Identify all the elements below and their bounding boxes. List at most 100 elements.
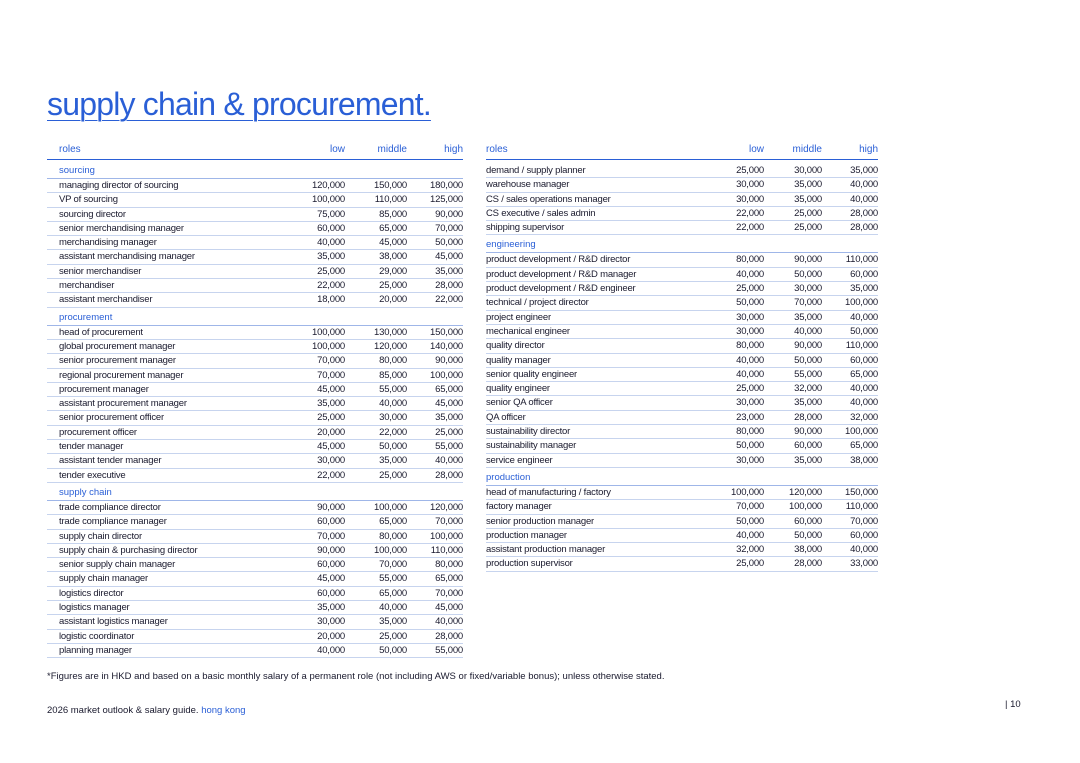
role-cell: mechanical engineer [486,325,570,337]
high-cell: 28,000 [850,207,878,219]
middle-cell: 28,000 [794,411,822,423]
role-cell: logistics director [59,587,124,599]
high-cell: 45,000 [435,602,463,614]
role-cell: senior quality engineer [486,368,577,380]
role-cell: head of procurement [59,326,143,338]
middle-cell: 65,000 [379,516,407,528]
low-cell: 35,000 [317,602,345,614]
high-cell: 140,000 [430,340,463,352]
high-cell: 28,000 [435,630,463,642]
high-cell: 22,000 [435,294,463,306]
header-middle: middle [377,143,407,155]
table-row: senior procurement manager 70,000 80,000 90… [47,354,463,369]
table-row: supply chain & purchasing director 90,000… [47,544,463,559]
high-cell: 65,000 [435,573,463,585]
middle-cell: 25,000 [379,630,407,642]
middle-cell: 100,000 [374,544,407,556]
table-row: merchandiser 22,000 25,000 28,000 [47,279,463,294]
role-cell: technical / project director [486,297,589,309]
low-cell: 35,000 [317,251,345,263]
low-cell: 40,000 [736,268,764,280]
middle-cell: 65,000 [379,222,407,234]
table-row: trade compliance director 90,000 100,000 12… [47,501,463,516]
role-cell: assistant production manager [486,544,606,556]
high-cell: 65,000 [850,368,878,380]
middle-cell: 50,000 [794,354,822,366]
high-cell: 80,000 [435,559,463,571]
table-row: shipping supervisor 22,000 25,000 28,000 [486,221,878,236]
high-cell: 40,000 [435,455,463,467]
role-cell: sustainability manager [486,440,577,452]
role-cell: regional procurement manager [59,369,184,381]
high-cell: 50,000 [435,237,463,249]
high-cell: 150,000 [430,326,463,338]
middle-cell: 100,000 [789,501,822,513]
high-cell: 180,000 [430,180,463,191]
table-row: logistic coordinator 20,000 25,000 28,000 [47,630,463,644]
role-cell: tender manager [59,441,124,453]
middle-cell: 40,000 [794,325,822,337]
high-cell: 55,000 [435,441,463,453]
role-cell: assistant merchandising manager [59,251,195,263]
table-row: project engineer 30,000 35,000 40,000 [486,311,878,325]
low-cell: 25,000 [317,265,345,277]
middle-cell: 25,000 [379,280,407,292]
low-cell: 40,000 [736,354,764,366]
low-cell: 70,000 [736,501,764,513]
high-cell: 110,000 [845,254,878,266]
middle-cell: 55,000 [794,368,822,380]
section-heading: supply chain [47,486,463,501]
table-row: planning manager 40,000 50,000 55,000 [47,644,463,659]
low-cell: 45,000 [317,383,345,395]
salary-table-right: roles low middle high demand / supply pl… [486,140,878,572]
table-row: warehouse manager 30,000 35,000 40,000 [486,178,878,193]
low-cell: 40,000 [736,529,764,541]
low-cell: 70,000 [317,369,345,381]
role-cell: assistant tender manager [59,455,162,467]
low-cell: 70,000 [317,530,345,542]
role-cell: quality manager [486,354,551,366]
high-cell: 100,000 [430,530,463,542]
high-cell: 28,000 [435,469,463,481]
low-cell: 45,000 [317,573,345,585]
role-cell: merchandising manager [59,237,157,249]
role-cell: production supervisor [486,558,573,570]
low-cell: 30,000 [317,616,345,628]
role-cell: product development / R&D director [486,254,631,266]
table-row: VP of sourcing 100,000 110,000 125,000 [47,193,463,208]
header-middle: middle [792,143,822,155]
table-row: mechanical engineer 30,000 40,000 50,000 [486,325,878,340]
middle-cell: 65,000 [379,587,407,599]
high-cell: 110,000 [845,501,878,513]
low-cell: 40,000 [317,237,345,249]
middle-cell: 22,000 [379,426,407,438]
high-cell: 40,000 [435,616,463,628]
high-cell: 90,000 [435,208,463,220]
high-cell: 60,000 [850,268,878,280]
middle-cell: 25,000 [794,207,822,219]
low-cell: 22,000 [317,469,345,481]
section-heading: sourcing [47,164,463,179]
table-row: sustainability director 80,000 90,000 100,0… [486,425,878,440]
high-cell: 33,000 [850,558,878,570]
header-low: low [748,143,764,155]
table-row: senior quality engineer 40,000 55,000 65,00… [486,368,878,383]
middle-cell: 55,000 [379,383,407,395]
low-cell: 25,000 [317,412,345,424]
low-cell: 40,000 [317,644,345,656]
table-row: quality manager 40,000 50,000 60,000 [486,354,878,368]
low-cell: 35,000 [317,398,345,410]
role-cell: demand / supply planner [486,165,586,176]
role-cell: shipping supervisor [486,222,565,234]
low-cell: 30,000 [317,455,345,467]
middle-cell: 85,000 [379,369,407,381]
role-cell: QA officer [486,411,526,423]
high-cell: 125,000 [430,194,463,206]
role-cell: supply chain & purchasing director [59,544,198,556]
middle-cell: 35,000 [794,311,822,323]
role-cell: sourcing director [59,208,126,220]
table-row: assistant merchandising manager 35,000 38,… [47,250,463,265]
high-cell: 70,000 [435,222,463,234]
high-cell: 38,000 [850,454,878,466]
guide-region: hong kong [201,705,246,716]
